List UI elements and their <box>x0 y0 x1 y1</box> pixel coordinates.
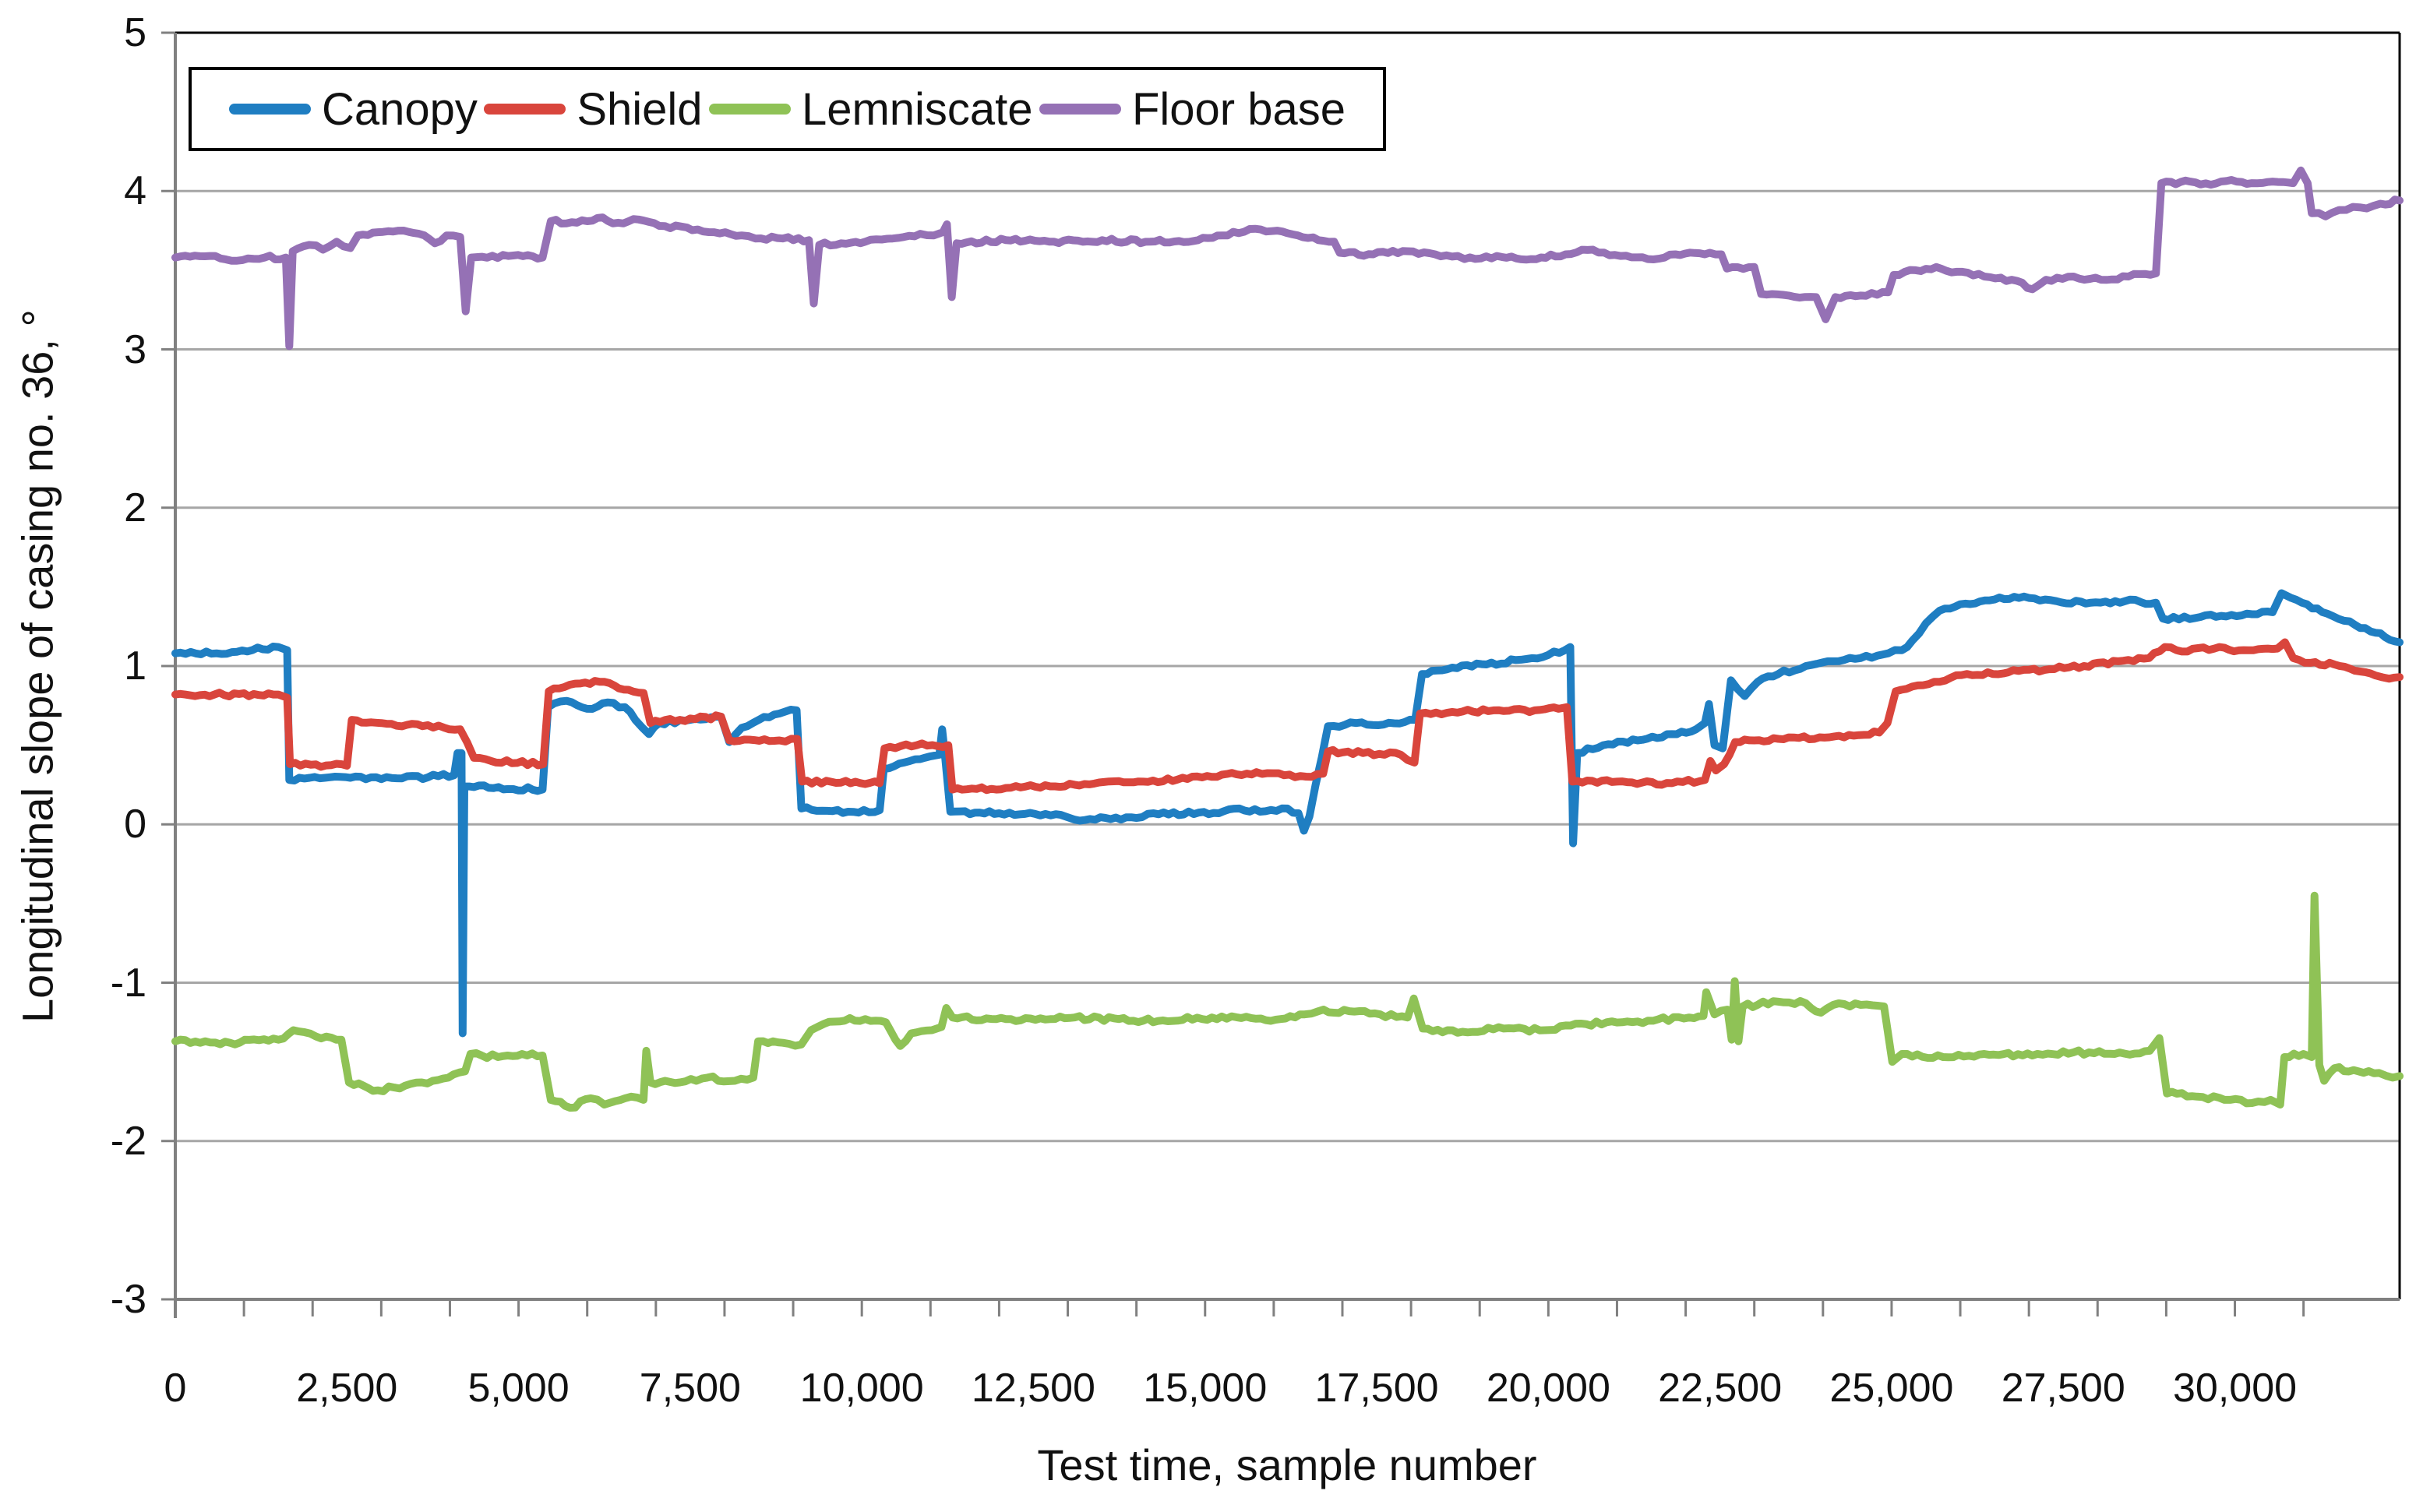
y-tick-label-0: 0 <box>124 802 146 848</box>
y-tick-label-5: 5 <box>124 10 146 55</box>
y-tick-label-2: 2 <box>124 485 146 530</box>
legend: Canopy Shield Lemniscate Floor base <box>189 67 1386 151</box>
x-tick-label-15,000: 15,000 <box>1143 1366 1268 1411</box>
x-tick-label-20,000: 20,000 <box>1486 1366 1610 1411</box>
x-tick-label-0: 0 <box>164 1366 187 1411</box>
x-tick-label-2,500: 2,500 <box>296 1366 398 1411</box>
series-line-canopy <box>171 589 2404 1038</box>
y-tick-label-4: 4 <box>124 168 146 214</box>
x-tick-label-5,000: 5,000 <box>467 1366 570 1411</box>
x-tick-label-27,500: 27,500 <box>2001 1366 2125 1411</box>
legend-swatch-icon <box>229 104 311 115</box>
series-line-floor-base <box>171 166 2404 351</box>
x-tick-label-17,500: 17,500 <box>1314 1366 1439 1411</box>
x-tick-label-12,500: 12,500 <box>971 1366 1095 1411</box>
x-tick-label-7,500: 7,500 <box>639 1366 741 1411</box>
legend-swatch-icon <box>484 104 566 115</box>
legend-label: Floor base <box>1131 83 1346 135</box>
legend-swatch-icon <box>708 104 791 115</box>
y-tick-label--3: -3 <box>110 1277 146 1322</box>
legend-item-lemniscate: Lemniscate <box>708 83 1033 136</box>
x-tick-label-25,000: 25,000 <box>1829 1366 1954 1411</box>
legend-item-floor-base: Floor base <box>1039 83 1346 136</box>
legend-label: Shield <box>577 83 703 135</box>
legend-label: Canopy <box>322 83 478 135</box>
legend-swatch-icon <box>1039 104 1121 115</box>
y-tick-label-3: 3 <box>124 326 146 372</box>
y-tick-label--2: -2 <box>110 1118 146 1164</box>
x-tick-label-10,000: 10,000 <box>799 1366 924 1411</box>
series-line-shield <box>171 638 2404 795</box>
legend-label: Lemniscate <box>801 83 1033 135</box>
legend-item-shield: Shield <box>484 83 703 136</box>
x-tick-label-22,500: 22,500 <box>1658 1366 1783 1411</box>
x-axis-title: Test time, sample number <box>1037 1440 1537 1489</box>
legend-item-canopy: Canopy <box>229 83 478 136</box>
series-line-lemniscate <box>171 891 2404 1112</box>
y-tick-label--1: -1 <box>110 960 146 1006</box>
y-tick-label-1: 1 <box>124 643 146 689</box>
x-tick-label-30,000: 30,000 <box>2172 1366 2298 1411</box>
